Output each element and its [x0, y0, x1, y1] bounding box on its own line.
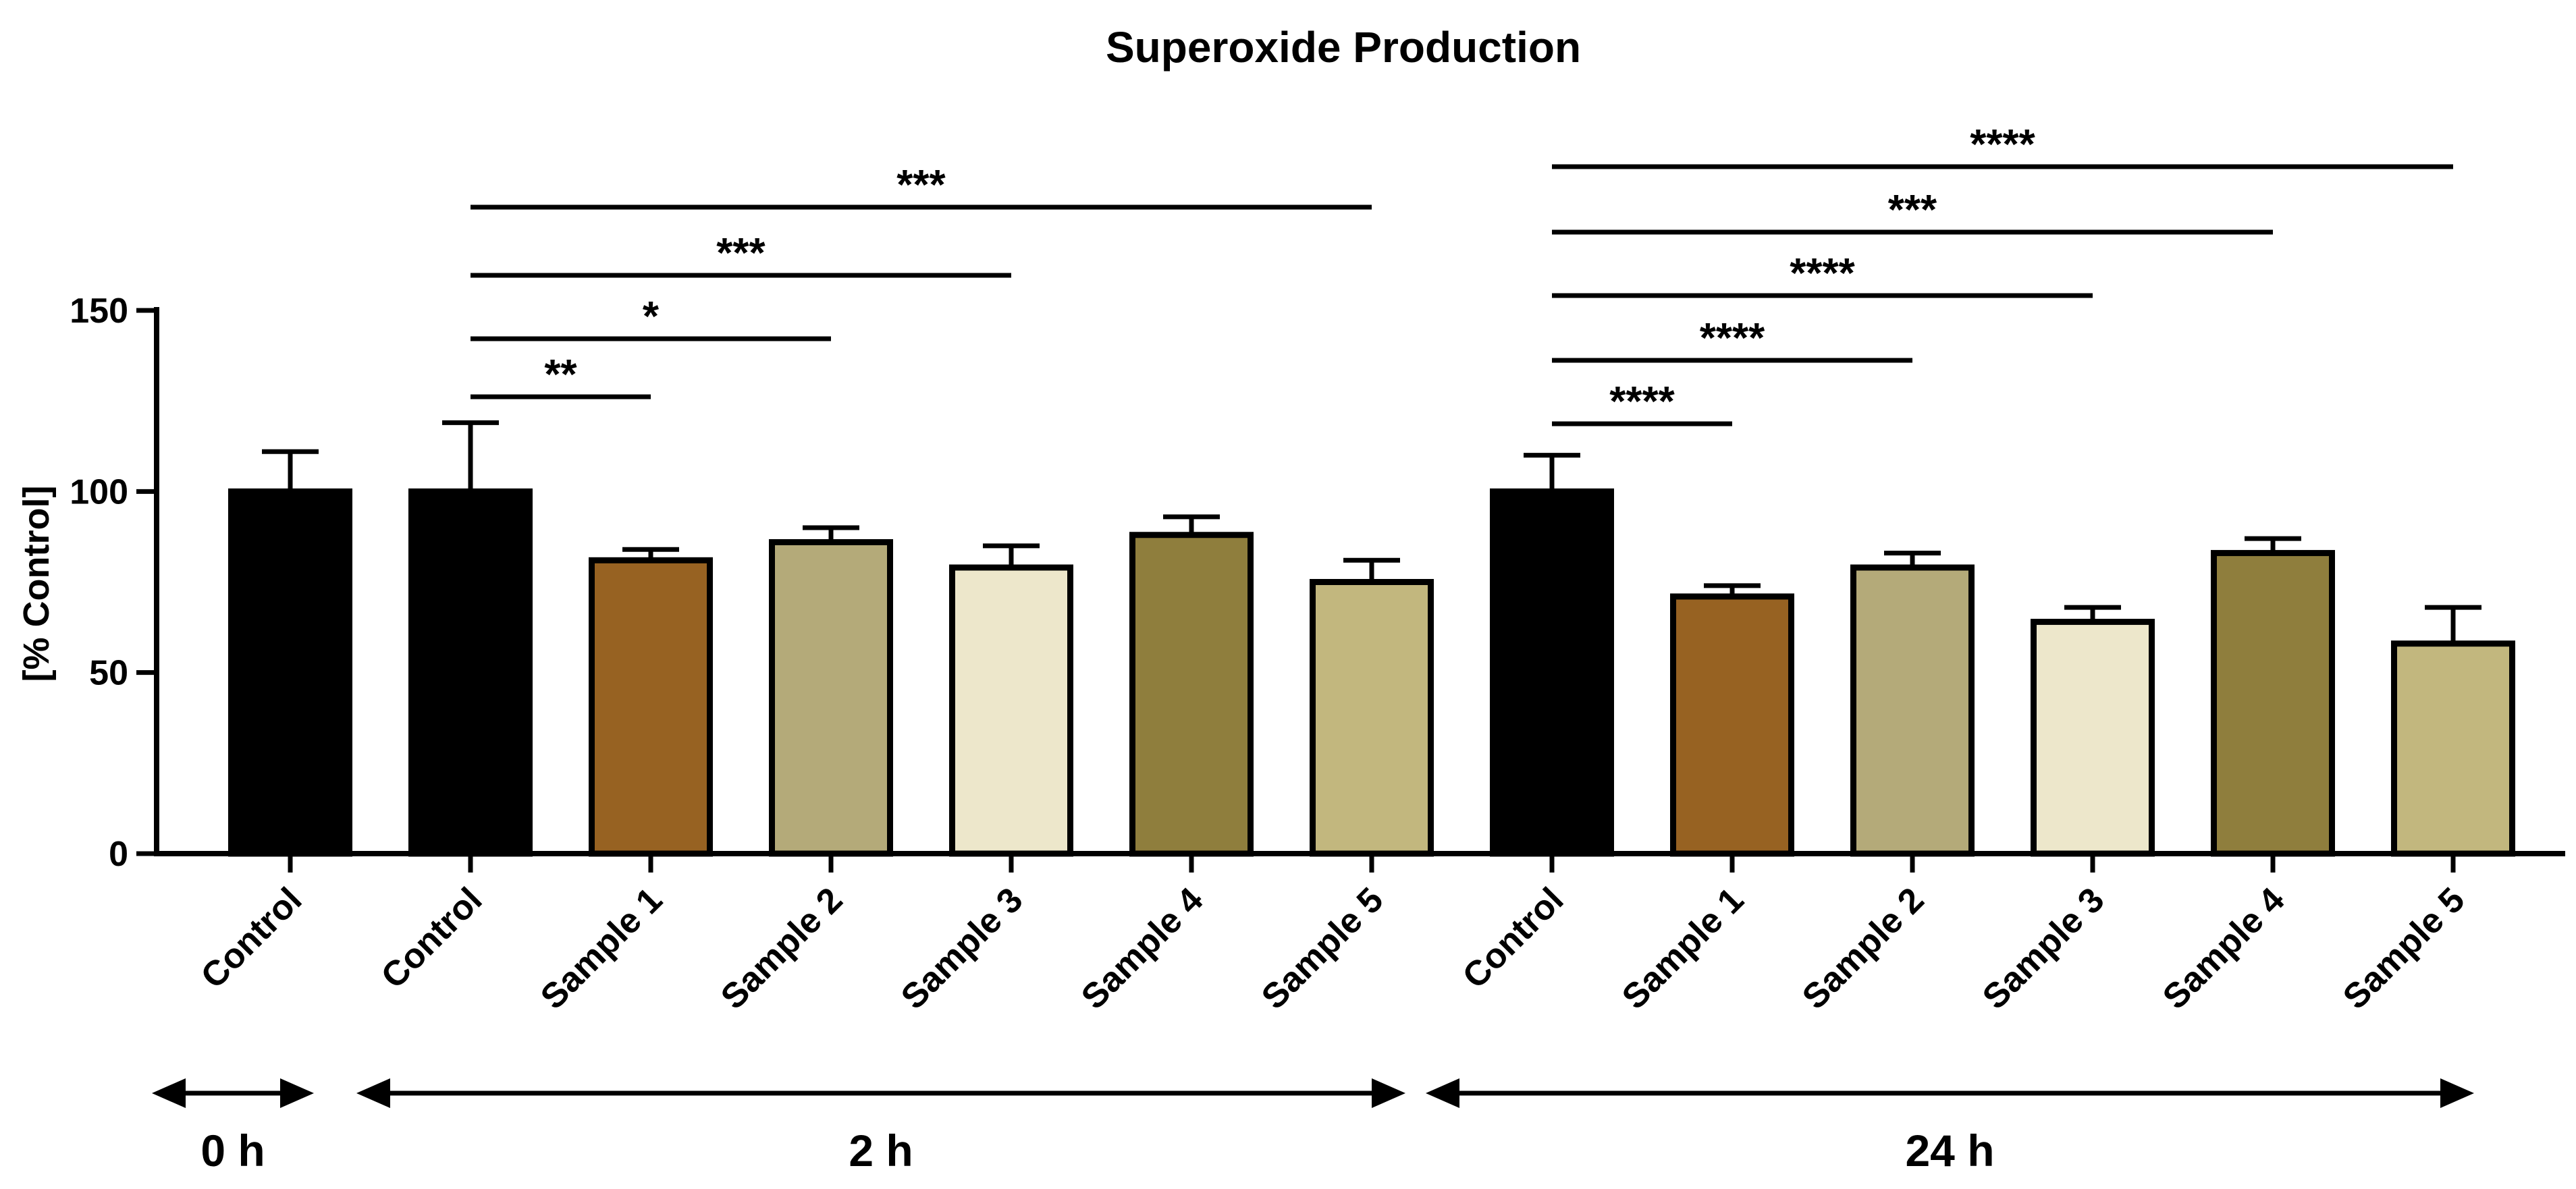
- bar: [1850, 564, 1975, 857]
- x-tick-label: Sample 5: [2336, 880, 2472, 1016]
- significance-brackets: ****************************: [471, 121, 2453, 426]
- significance-label: ****: [1970, 121, 2035, 168]
- significance-label: ****: [1790, 250, 1855, 297]
- bars: [228, 420, 2515, 857]
- time-group-label: 0 h: [200, 1126, 265, 1176]
- bar: [769, 538, 893, 857]
- significance-label: ***: [1888, 187, 1937, 233]
- time-group-label: 2 h: [849, 1126, 913, 1176]
- bar: [1129, 532, 1254, 857]
- x-tick-label: Sample 1: [533, 880, 670, 1016]
- x-tick-label: Sample 4: [2155, 880, 2292, 1017]
- x-tick-label: Sample 2: [714, 880, 850, 1016]
- bar: [949, 564, 1073, 857]
- significance-label: *: [643, 294, 660, 340]
- time-arrow-head: [1372, 1078, 1405, 1108]
- significance-label: ****: [1700, 315, 1765, 362]
- time-groups: 0 h 2 h 24 h: [152, 1078, 2474, 1176]
- x-tick-label: Sample 2: [1795, 880, 1931, 1016]
- significance-label: ***: [716, 230, 766, 277]
- y-tick-label: 50: [89, 654, 128, 693]
- bar: [2211, 550, 2335, 857]
- time-group-label: 24 h: [1905, 1126, 1994, 1176]
- significance-label: ****: [1609, 379, 1675, 425]
- bar: [589, 557, 713, 857]
- time-arrow-head: [1426, 1078, 1459, 1108]
- bar: [1310, 579, 1434, 857]
- x-tick-label: Control: [194, 880, 310, 996]
- bar: [1670, 593, 1794, 857]
- bar: [2031, 619, 2155, 857]
- x-tick-label: Sample 5: [1254, 880, 1391, 1016]
- time-arrow-head: [280, 1078, 314, 1108]
- x-tick-label: Sample 1: [1615, 880, 1751, 1016]
- significance-label: **: [544, 352, 577, 398]
- significance-label: ***: [896, 162, 946, 209]
- x-tick-label: Sample 4: [1074, 880, 1211, 1017]
- chart-title: Superoxide Production: [1106, 23, 1581, 72]
- time-arrow-head: [152, 1078, 186, 1108]
- y-tick-label: 150: [70, 292, 128, 331]
- bar: [2391, 640, 2515, 857]
- bar: [228, 488, 352, 857]
- time-arrow-head: [2440, 1078, 2474, 1108]
- y-tick-label: 0: [109, 835, 128, 874]
- x-tick-label: Control: [1455, 880, 1572, 996]
- bar: [1490, 488, 1614, 857]
- time-arrow-head: [356, 1078, 390, 1108]
- x-tick-label: Sample 3: [1975, 880, 2112, 1016]
- x-tick-label: Control: [374, 880, 490, 996]
- y-tick-label: 100: [70, 472, 128, 511]
- x-tick-label: Sample 3: [894, 880, 1030, 1016]
- y-axis-label: [% Control]: [16, 486, 57, 682]
- bar: [408, 488, 533, 857]
